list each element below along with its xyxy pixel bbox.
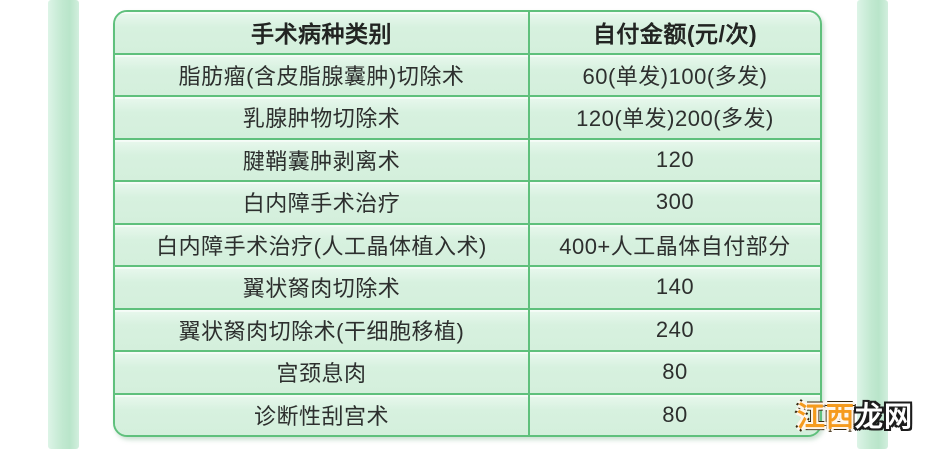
- category-cell: 宫颈息肉: [115, 352, 530, 393]
- category-cell: 脂肪瘤(含皮脂腺囊肿)切除术: [115, 54, 530, 95]
- table-row: 白内障手术治疗 300: [115, 182, 820, 225]
- amount-cell: 140: [530, 267, 820, 308]
- table-row: 脂肪瘤(含皮脂腺囊肿)切除术 60(单发)100(多发): [115, 54, 820, 97]
- category-cell: 翼状胬肉切除术(干细胞移植): [115, 309, 530, 350]
- column-header-category: 手术病种类别: [115, 12, 530, 53]
- surgery-fee-table: 手术病种类别 自付金额(元/次) 脂肪瘤(含皮脂腺囊肿)切除术 60(单发)100…: [113, 10, 822, 437]
- table-row: 腱鞘囊肿剥离术 120: [115, 139, 820, 182]
- right-green-strip: [857, 0, 888, 449]
- watermark: 江西龙网: [797, 401, 913, 433]
- amount-cell: 400+人工晶体自付部分: [530, 224, 820, 265]
- amount-cell: 120(单发)200(多发): [530, 97, 820, 138]
- category-cell: 白内障手术治疗(人工晶体植入术): [115, 224, 530, 265]
- category-cell: 诊断性刮宫术: [115, 394, 530, 435]
- table-header-row: 手术病种类别 自付金额(元/次): [115, 12, 820, 55]
- amount-cell: 60(单发)100(多发): [530, 54, 820, 95]
- category-cell: 腱鞘囊肿剥离术: [115, 139, 530, 180]
- table-row: 诊断性刮宫术 80: [115, 394, 820, 435]
- amount-cell: 300: [530, 182, 820, 223]
- watermark-orange-part: 江西: [797, 401, 856, 432]
- amount-cell: 80: [530, 352, 820, 393]
- table-row: 翼状胬肉切除术(干细胞移植) 240: [115, 309, 820, 352]
- table-row: 翼状胬肉切除术 140: [115, 267, 820, 310]
- table-row: 白内障手术治疗(人工晶体植入术) 400+人工晶体自付部分: [115, 224, 820, 267]
- table-row: 宫颈息肉 80: [115, 352, 820, 395]
- table-row: 乳腺肿物切除术 120(单发)200(多发): [115, 97, 820, 140]
- category-cell: 翼状胬肉切除术: [115, 267, 530, 308]
- left-green-strip: [48, 0, 79, 449]
- amount-cell: 240: [530, 309, 820, 350]
- category-cell: 白内障手术治疗: [115, 182, 530, 223]
- watermark-white-part: 龙网: [855, 401, 914, 432]
- amount-cell: 80: [530, 394, 820, 435]
- column-header-amount: 自付金额(元/次): [530, 12, 820, 53]
- amount-cell: 120: [530, 139, 820, 180]
- category-cell: 乳腺肿物切除术: [115, 97, 530, 138]
